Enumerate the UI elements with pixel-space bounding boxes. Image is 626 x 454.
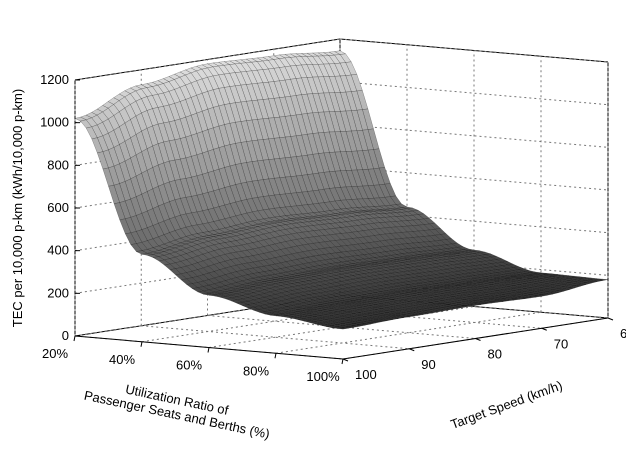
y-tick-label: 80	[488, 347, 502, 362]
x-tick-label: 100%	[306, 369, 340, 384]
x-tick-mark	[140, 341, 143, 347]
z-tick-label: 1200	[40, 72, 69, 87]
x-tick-label: 80%	[243, 363, 269, 378]
z-tick-label: 400	[47, 243, 69, 258]
y-tick-label: 100	[355, 367, 377, 382]
z-tick-label: 0	[62, 328, 69, 343]
x-tick-mark	[341, 358, 344, 365]
y-tick-mark	[475, 338, 481, 341]
z-tick-label: 1000	[40, 115, 69, 130]
x-tick-label: 20%	[42, 346, 68, 361]
x-tick-mark	[73, 335, 76, 342]
x-tick-mark	[274, 353, 277, 359]
x-tick-label: 40%	[109, 352, 135, 367]
y-axis-label: Target Speed (km/h)	[449, 378, 565, 432]
y-tick-label: 70	[554, 336, 568, 351]
z-tick-label: 600	[47, 200, 69, 215]
y-tick-mark	[409, 348, 415, 352]
y-tick-label: 90	[421, 357, 435, 372]
x-tick-mark	[207, 347, 210, 353]
z-tick-label: 800	[47, 157, 69, 172]
z-tick-label: 200	[47, 285, 69, 300]
y-tick-label: 60	[620, 326, 626, 341]
surface-mesh	[74, 50, 609, 330]
tick-labels: 0 200 400 600 800 1000 1200 20% 40% 60% 80% 100% 60 7…	[40, 72, 626, 384]
y-tick-mark	[342, 358, 349, 362]
y-tick-mark	[607, 317, 614, 321]
surface-patch	[337, 327, 349, 330]
x-tick-label: 60%	[176, 358, 202, 373]
z-axis-label: TEC per 10,000 p-km (kWh/10,000 p-km)	[10, 89, 25, 327]
y-tick-mark	[541, 327, 547, 331]
